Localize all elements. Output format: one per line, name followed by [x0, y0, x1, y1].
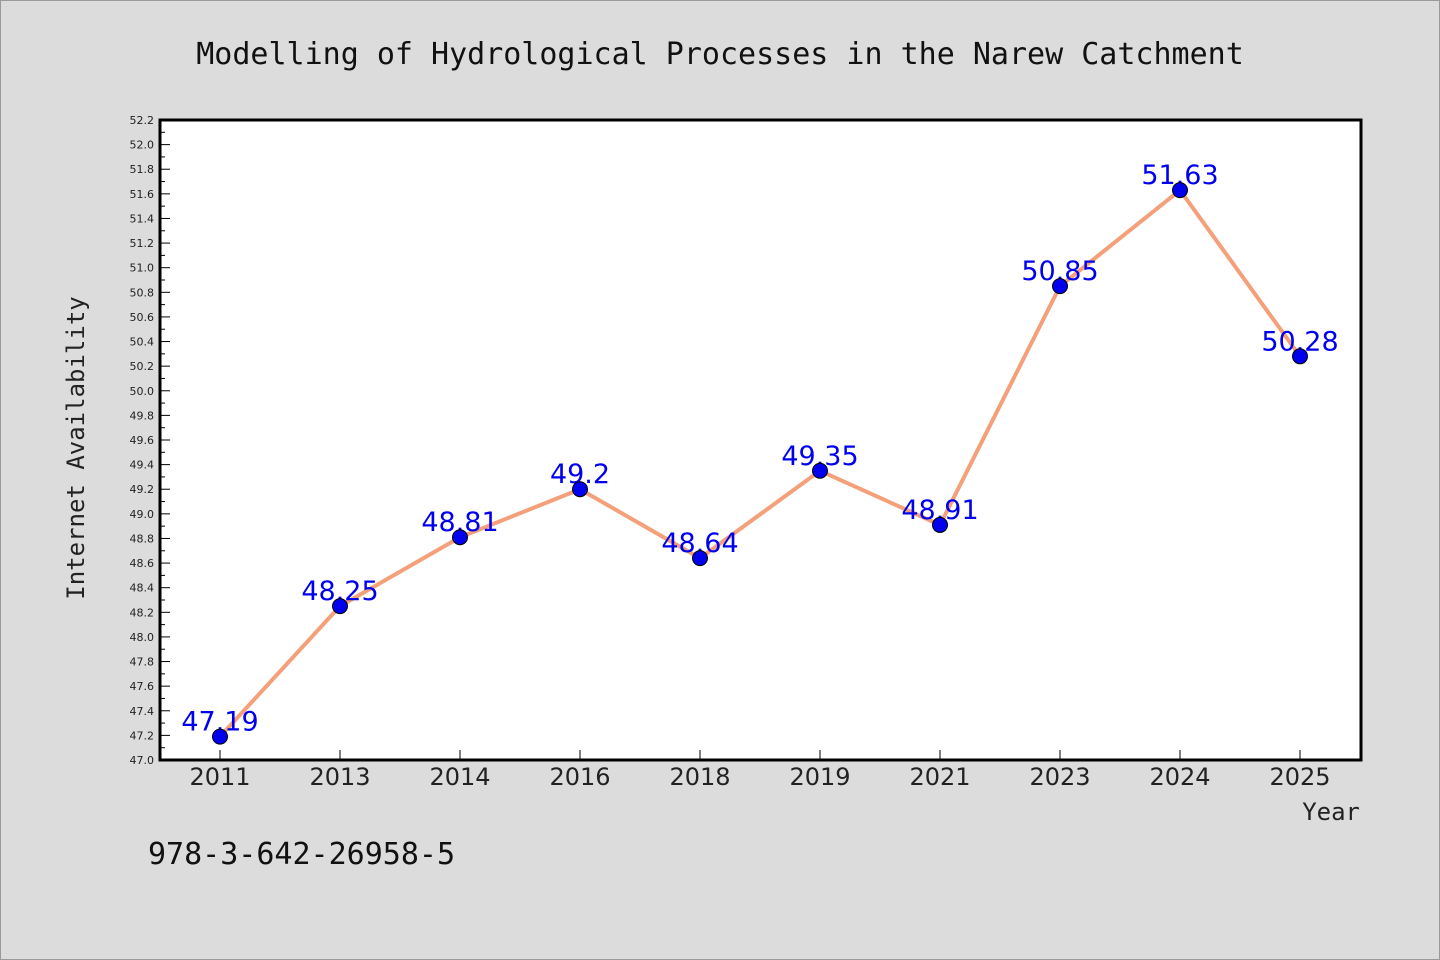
data-point-marker	[812, 462, 828, 479]
data-point-marker	[452, 529, 468, 546]
y-tick-label: 48.2	[130, 606, 155, 619]
y-tick-label: 48.8	[130, 532, 155, 545]
series-line	[218, 188, 1302, 738]
y-tick-label: 50.0	[130, 385, 155, 398]
data-point-marker	[332, 598, 348, 615]
data-point-marker	[1172, 182, 1188, 199]
y-tick-label: 51.2	[130, 237, 155, 250]
y-tick-label: 49.0	[130, 508, 155, 521]
data-labels: 47.1948.2548.8149.248.6449.3548.9150.855…	[181, 160, 1339, 745]
y-tick-label: 50.2	[130, 360, 155, 373]
chart-title: Modelling of Hydrological Processes in t…	[196, 37, 1244, 72]
x-tick-label: 2011	[189, 763, 250, 791]
y-tick-label: 52.0	[130, 139, 155, 152]
x-tick-label: 2025	[1269, 763, 1330, 791]
x-tick-label: 2018	[669, 763, 730, 791]
y-axis-label: Internet Availability	[62, 296, 90, 599]
isbn-footer: 978-3-642-26958-5	[148, 837, 455, 872]
y-tick-label: 47.4	[130, 705, 155, 718]
y-tick-label: 49.2	[130, 483, 155, 496]
series-polyline	[218, 188, 1302, 738]
data-point-marker	[932, 516, 948, 533]
y-tick-label: 49.8	[130, 409, 155, 422]
data-point-marker	[212, 728, 228, 745]
x-tick-label: 2021	[909, 763, 970, 791]
y-tick-label: 49.6	[130, 434, 155, 447]
x-tick-label: 2019	[789, 763, 850, 791]
y-tick-label: 47.6	[130, 680, 155, 693]
data-point-marker	[572, 481, 588, 498]
y-axis-ticks: 47.0 47.2 47.4 47.6 47.8 48.0 48.2 48.4 48.6 48.8…	[130, 114, 170, 767]
y-tick-label: 47.0	[130, 754, 155, 767]
data-point-marker	[692, 550, 708, 567]
x-tick-label: 2014	[429, 763, 490, 791]
y-tick-label: 51.6	[130, 188, 155, 201]
y-tick-label: 47.2	[130, 729, 155, 742]
y-tick-label: 51.4	[130, 212, 155, 225]
x-tick-label: 2024	[1149, 763, 1210, 791]
y-tick-label: 51.0	[130, 262, 155, 275]
y-tick-label: 51.8	[130, 163, 155, 176]
y-tick-label: 48.6	[130, 557, 155, 570]
data-point-marker	[1292, 348, 1308, 365]
y-tick-label: 49.4	[130, 459, 155, 472]
y-tick-label: 48.0	[130, 631, 155, 644]
x-tick-label: 2013	[309, 763, 370, 791]
y-tick-label: 50.6	[130, 311, 155, 324]
plot-area	[158, 118, 1363, 762]
y-tick-label: 50.8	[130, 286, 155, 299]
x-tick-label: 2023	[1029, 763, 1090, 791]
x-tick-label: 2016	[549, 763, 610, 791]
y-tick-label: 47.8	[130, 656, 155, 669]
x-axis-label: Year	[1302, 798, 1360, 826]
x-axis-ticks: 2011 2013 2014 2016 2018 2019 2021 2023 2024 2025	[189, 750, 1331, 791]
y-tick-label: 52.2	[130, 114, 155, 127]
y-tick-label: 48.4	[130, 582, 155, 595]
y-tick-label: 50.4	[130, 336, 155, 349]
data-point-marker	[1052, 278, 1068, 295]
